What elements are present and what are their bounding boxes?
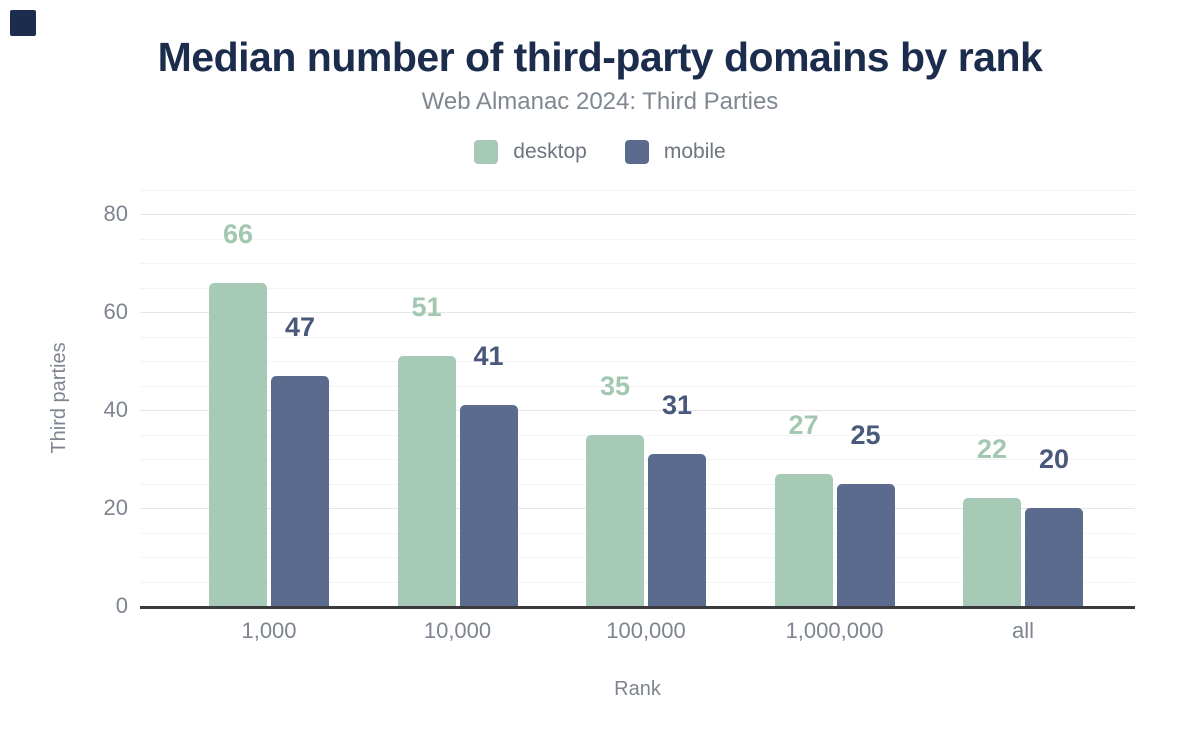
minor-gridline — [140, 263, 1135, 264]
bar-mobile-1,000,000 — [836, 483, 895, 606]
legend-label-desktop: desktop — [513, 140, 587, 163]
bar-value-label-mobile: 31 — [661, 390, 693, 421]
x-axis-title: Rank — [614, 678, 661, 700]
bar-desktop-all — [963, 498, 1021, 606]
bar-value-label-desktop: 35 — [599, 370, 631, 401]
y-axis-tick-label: 20 — [103, 495, 128, 520]
legend-swatch-mobile — [624, 140, 649, 164]
x-axis-line — [140, 606, 1135, 609]
y-axis-tick-label: 80 — [103, 201, 128, 226]
bar-value-label-mobile: 20 — [1038, 444, 1070, 474]
bar-value-label-desktop: 66 — [222, 218, 254, 249]
chart-title: Median number of third-party domains by … — [157, 34, 1043, 80]
x-axis-tick-label: 100,000 — [606, 618, 686, 643]
minor-gridline — [140, 238, 1135, 240]
minor-gridline — [140, 189, 1135, 191]
major-gridline — [140, 410, 1135, 411]
bar-value-label-desktop: 27 — [788, 409, 819, 440]
y-axis-tick-label: 0 — [115, 593, 128, 618]
bar-value-label-mobile: 41 — [473, 341, 504, 372]
bar-desktop-1,000,000 — [774, 473, 833, 606]
bar-value-label-mobile: 25 — [850, 419, 881, 450]
x-axis-tick-label: 1,000,000 — [785, 618, 884, 643]
minor-gridline — [140, 385, 1135, 387]
y-axis-title: Third parties — [48, 342, 70, 454]
minor-gridline — [140, 336, 1135, 338]
chart-subtitle: Web Almanac 2024: Third Parties — [421, 88, 779, 115]
bar-mobile-1,000 — [271, 375, 329, 606]
bar-mobile-all — [1025, 508, 1083, 606]
legend-item-mobile: mobile — [624, 140, 726, 164]
bar-desktop-100,000 — [586, 434, 644, 606]
x-axis-tick-label: 10,000 — [423, 618, 492, 643]
y-axis-tick-label: 60 — [103, 299, 128, 324]
bar-mobile-100,000 — [648, 454, 706, 606]
corner-square-mark — [10, 10, 36, 36]
minor-gridline — [140, 361, 1135, 362]
legend-swatch-desktop — [474, 140, 499, 164]
major-gridline — [140, 214, 1135, 215]
chart-legend: desktop mobile — [0, 140, 1200, 164]
bar-desktop-1,000 — [209, 282, 267, 606]
legend-label-mobile: mobile — [663, 140, 726, 163]
bar-value-label-desktop: 22 — [976, 434, 1008, 465]
minor-gridline — [140, 287, 1135, 289]
x-axis-tick-label: all — [1011, 618, 1034, 643]
bar-value-label-desktop: 51 — [411, 292, 442, 323]
bar-desktop-10,000 — [397, 356, 456, 606]
major-gridline — [140, 312, 1135, 313]
x-axis-tick-label: 1,000 — [241, 618, 297, 643]
legend-item-desktop: desktop — [474, 140, 587, 164]
bar-mobile-10,000 — [459, 405, 518, 606]
bar-value-label-mobile: 47 — [284, 311, 316, 342]
y-axis-tick-label: 40 — [103, 397, 128, 422]
